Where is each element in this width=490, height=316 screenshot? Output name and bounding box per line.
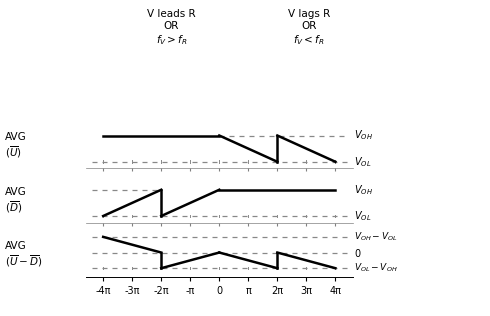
- Text: V lags R
OR
$f_V < f_R$: V lags R OR $f_V < f_R$: [288, 9, 330, 47]
- Text: $V_{OL}$: $V_{OL}$: [354, 209, 371, 223]
- Text: AVG
$(\overline{U} - \overline{D})$: AVG $(\overline{U} - \overline{D})$: [5, 241, 42, 269]
- Text: $V_{OH} - V_{OL}$: $V_{OH} - V_{OL}$: [354, 231, 398, 243]
- Text: AVG
$(\overline{U})$: AVG $(\overline{U})$: [5, 132, 26, 161]
- Text: $V_{OH}$: $V_{OH}$: [354, 183, 373, 197]
- Text: $0$: $0$: [354, 246, 362, 258]
- Text: $V_{OL}$: $V_{OL}$: [354, 155, 371, 169]
- Text: V leads R
OR
$f_V > f_R$: V leads R OR $f_V > f_R$: [147, 9, 196, 47]
- Text: AVG
$(\overline{D})$: AVG $(\overline{D})$: [5, 187, 26, 215]
- Text: $V_{OL} - V_{OH}$: $V_{OL} - V_{OH}$: [354, 262, 398, 275]
- Text: $V_{OH}$: $V_{OH}$: [354, 129, 373, 143]
